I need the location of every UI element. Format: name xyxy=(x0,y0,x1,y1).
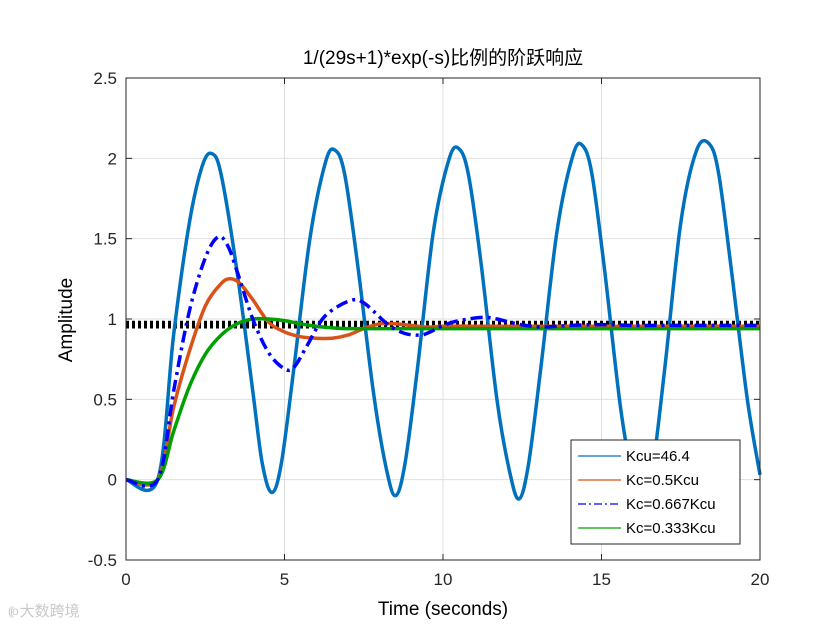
watermark-text: 大数跨境 xyxy=(19,603,80,620)
y-tick-label: 2 xyxy=(108,149,117,168)
y-axis-label: Amplitude xyxy=(56,278,77,363)
y-tick-label: 0.5 xyxy=(93,390,117,409)
legend-label-1: Kc=0.5Kcu xyxy=(626,472,699,489)
legend-label-0: Kcu=46.4 xyxy=(626,448,690,465)
x-tick-label: 15 xyxy=(592,570,611,589)
legend-box xyxy=(570,439,741,545)
y-tick-label: 0 xyxy=(108,471,117,490)
watermark-logo-icon: ((o xyxy=(8,603,19,618)
x-tick-label: 10 xyxy=(434,570,453,589)
x-tick-label: 0 xyxy=(121,570,130,589)
legend-label-2: Kc=0.667Kcu xyxy=(626,496,716,513)
y-tick-label: 1 xyxy=(108,310,117,329)
y-tick-label: -0.5 xyxy=(88,551,117,570)
series-line-2 xyxy=(125,234,760,488)
y-tick-label: 1.5 xyxy=(93,230,117,249)
watermark: ((o 大数跨境 xyxy=(8,600,80,621)
legend: Kcu=46.4 Kc=0.5Kcu Kc=0.667Kcu Kc=0.333Kcu xyxy=(570,439,741,545)
x-tick-label: 20 xyxy=(751,570,770,589)
legend-label-3: Kc=0.333Kcu xyxy=(626,520,716,537)
x-axis-label: Time (seconds) xyxy=(378,599,508,620)
y-tick-label: 2.5 xyxy=(93,69,117,88)
x-tick-label: 5 xyxy=(280,570,289,589)
chart-title: 1/(29s+1)*exp(-s)比例的阶跃响应 xyxy=(303,47,583,69)
axis-ticks: 0 5 10 15 20-0.500.511.522.5 xyxy=(88,69,770,589)
